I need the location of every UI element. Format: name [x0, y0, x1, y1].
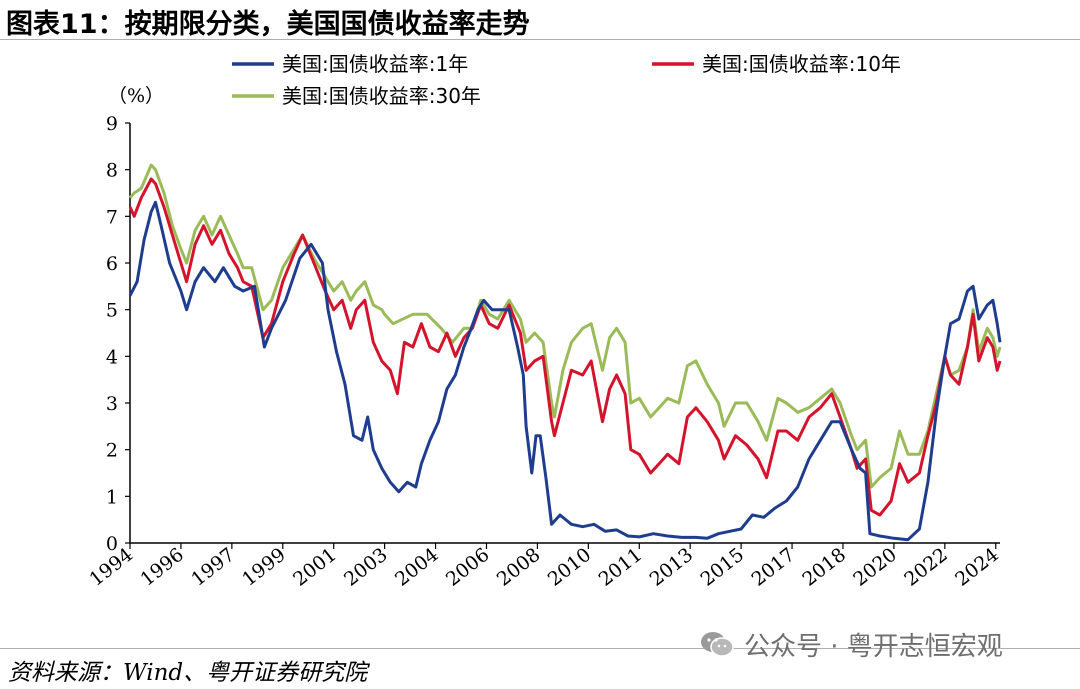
- x-tick-label: 2015: [697, 544, 749, 591]
- y-tick-label: 5: [106, 300, 118, 322]
- wechat-icon: [701, 632, 734, 657]
- x-tick-label: 2020: [849, 544, 901, 591]
- y-tick-label: 0: [106, 533, 118, 555]
- y-tick-label: 8: [106, 160, 118, 182]
- x-tick-label: 1997: [187, 544, 239, 591]
- watermark-text: 公众号 · 粤开志恒宏观: [744, 631, 1003, 662]
- y-tick-label: 7: [106, 206, 118, 228]
- y-axis: 0 1 2 3 4 5 6 7 8 9: [106, 113, 131, 555]
- x-tick-label: 1999: [238, 544, 290, 591]
- x-tick-label: 2022: [900, 544, 952, 591]
- top-divider: [0, 39, 1080, 40]
- source-note: 资料来源：Wind、粤开证券研究院: [8, 660, 368, 686]
- plot-area: [128, 163, 1002, 542]
- y-tick-label: 1: [106, 486, 118, 508]
- y-tick-label: 3: [106, 393, 118, 415]
- chart-title: 图表11：按期限分类，美国国债收益率走势: [6, 9, 530, 40]
- x-tick-label: 2018: [798, 544, 850, 591]
- y-tick-label: 2: [106, 440, 118, 462]
- x-tick-label: 2008: [493, 544, 545, 591]
- x-tick-label: 2010: [544, 544, 596, 591]
- legend-label-1: 美国:国债收益率:1年: [282, 52, 468, 76]
- y-tick-label: 9: [106, 113, 118, 135]
- x-tick-label: 2004: [391, 544, 443, 591]
- y-tick-label: 6: [106, 253, 118, 275]
- x-tick-label: 2013: [646, 544, 698, 591]
- y-unit-label: （%）: [108, 85, 164, 107]
- bottom-divider: [0, 648, 1080, 649]
- x-tick-label: 2006: [442, 544, 494, 591]
- series-line-3: [128, 163, 1002, 489]
- legend-label-3: 美国:国债收益率:30年: [282, 84, 481, 108]
- y-tick-label: 4: [106, 346, 118, 368]
- x-tick-label: 2024: [951, 544, 1003, 591]
- x-tick-label: 2017: [747, 544, 799, 591]
- series-line-1: [128, 200, 1002, 542]
- legend-label-2: 美国:国债收益率:10年: [702, 52, 901, 76]
- x-tick-label: 2011: [595, 544, 647, 591]
- watermark: 公众号 · 粤开志恒宏观: [700, 624, 1003, 664]
- x-tick-label: 2003: [340, 544, 392, 591]
- x-tick-label: 1996: [136, 544, 188, 591]
- x-tick-label: 2001: [289, 544, 341, 591]
- x-axis: 1994 1996 1997 1999 2001 2003 2004 2006 2008 2010…: [85, 542, 1003, 591]
